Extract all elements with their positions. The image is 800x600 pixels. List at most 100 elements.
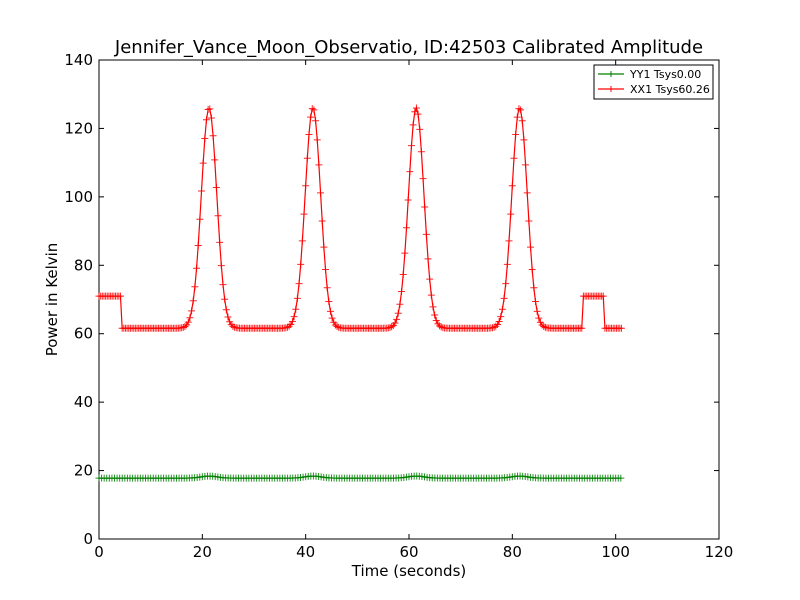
chart-title: Jennifer_Vance_Moon_Observatio, ID:42503… [114, 37, 703, 58]
data-point [290, 313, 298, 321]
data-point [320, 243, 328, 251]
data-point [226, 318, 234, 326]
data-point [531, 297, 539, 305]
data-point [540, 323, 548, 331]
data-point [326, 307, 334, 315]
data-point [518, 117, 526, 125]
data-point [431, 311, 439, 319]
data-point [525, 217, 533, 225]
data-point [317, 189, 325, 197]
data-point [500, 294, 508, 302]
data-point [515, 105, 523, 113]
data-point [216, 238, 224, 246]
legend-marker [608, 86, 614, 92]
data-point [492, 322, 500, 330]
data-point [194, 242, 202, 250]
data-point [333, 323, 341, 331]
plot-area [95, 59, 720, 540]
data-point [528, 266, 536, 274]
data-point [422, 230, 430, 238]
data-point [426, 275, 434, 283]
y-tick-label: 0 [83, 530, 93, 548]
data-point [391, 319, 399, 327]
x-tick-label: 20 [193, 543, 212, 561]
data-point [206, 105, 214, 113]
data-point [505, 237, 513, 245]
data-point [535, 314, 543, 322]
data-point [198, 187, 206, 195]
data-point [181, 322, 189, 330]
y-tick-label: 100 [64, 188, 93, 206]
data-point [533, 307, 541, 315]
data-point [231, 323, 239, 331]
data-point [224, 313, 232, 321]
data-point [199, 159, 207, 167]
data-point [406, 168, 414, 176]
x-tick-label: 40 [296, 543, 315, 561]
data-point [419, 175, 427, 183]
data-point [394, 309, 402, 317]
data-point [503, 260, 511, 268]
data-point [421, 203, 429, 211]
legend-entry-label: XX1 Tsys60.26 [630, 83, 710, 96]
y-tick-label: 20 [74, 462, 93, 480]
data-point [599, 292, 607, 300]
data-point [416, 125, 424, 133]
data-point [520, 136, 528, 144]
data-point [116, 292, 124, 300]
data-point [325, 297, 333, 305]
data-point [412, 104, 420, 112]
legend-entry-label: YY1 Tsys0.00 [629, 68, 701, 81]
data-point [285, 322, 293, 330]
data-point [388, 323, 396, 331]
data-point [221, 295, 229, 303]
data-point [417, 148, 425, 156]
data-point [305, 130, 313, 138]
y-axis-ticks: 0 20 40 60 80 100 120 140 [64, 51, 719, 548]
data-point [578, 324, 586, 332]
x-tick-label: 60 [399, 543, 418, 561]
data-point [401, 249, 409, 257]
data-point [512, 130, 520, 138]
data-point [617, 324, 625, 332]
data-point [209, 132, 217, 140]
data-point [427, 291, 435, 299]
data-point [191, 283, 199, 291]
data-point [507, 210, 515, 218]
data-point [493, 320, 501, 328]
data-point [201, 134, 209, 142]
data-point [414, 110, 422, 118]
y-tick-label: 60 [74, 325, 93, 343]
data-point [186, 314, 194, 322]
data-point [282, 324, 290, 332]
data-point [396, 300, 404, 308]
data-point [212, 183, 220, 191]
data-point [617, 474, 625, 482]
data-point [295, 280, 303, 288]
data-point [315, 161, 323, 169]
data-point [510, 154, 518, 162]
data-point [184, 318, 192, 326]
data-point [310, 106, 318, 114]
y-tick-label: 80 [74, 256, 93, 274]
data-point [312, 117, 320, 125]
data-point [322, 266, 330, 274]
data-point [527, 243, 535, 251]
data-point [229, 322, 237, 330]
data-point [323, 284, 331, 292]
data-point [207, 114, 215, 122]
data-point [517, 106, 525, 114]
data-point [211, 156, 219, 164]
y-tick-label: 40 [74, 393, 93, 411]
series-2 [95, 104, 625, 332]
data-point [495, 317, 503, 325]
data-point [297, 260, 305, 268]
data-point [217, 262, 225, 270]
series-layer [95, 104, 625, 482]
data-point [424, 255, 432, 263]
data-point [196, 215, 204, 223]
legend-box [593, 64, 714, 100]
data-point [307, 113, 315, 121]
x-axis-ticks: 0 20 40 60 80 100 120 [94, 60, 733, 561]
